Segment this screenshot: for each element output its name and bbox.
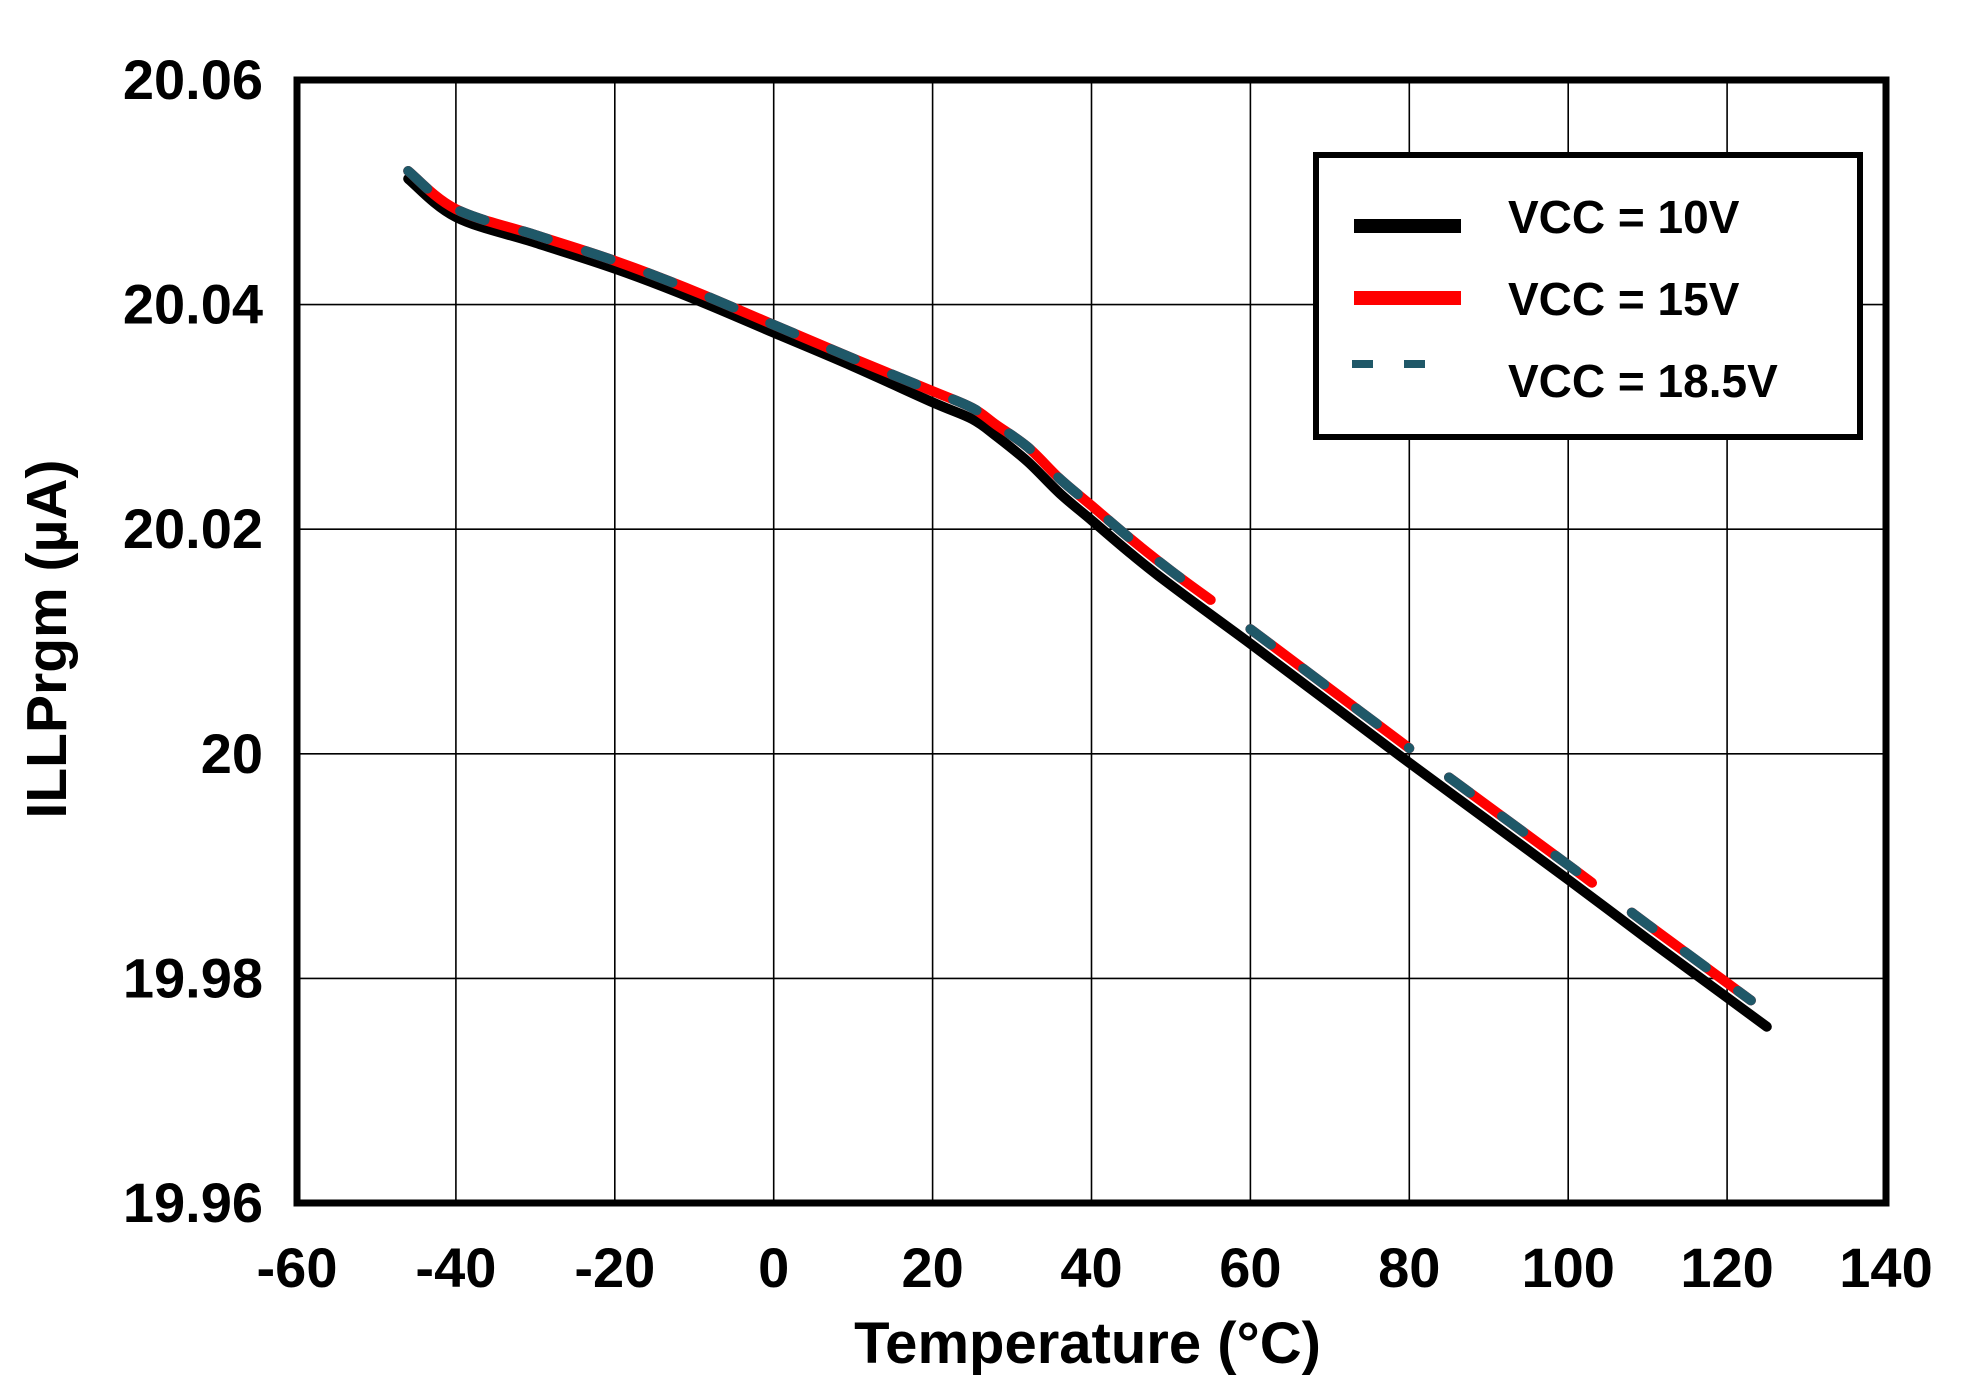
svg-text:60: 60 [1219,1236,1281,1299]
svg-text:Temperature (°C): Temperature (°C) [854,1311,1321,1376]
svg-text:20.06: 20.06 [123,48,263,111]
svg-text:VCC = 15V: VCC = 15V [1508,273,1740,325]
svg-text:-40: -40 [415,1236,496,1299]
svg-text:ILLPrgm (µA): ILLPrgm (µA) [15,460,79,819]
svg-text:120: 120 [1680,1236,1773,1299]
svg-text:40: 40 [1060,1236,1122,1299]
svg-text:19.98: 19.98 [123,946,263,1009]
svg-text:20.04: 20.04 [123,273,263,336]
svg-text:19.96: 19.96 [123,1171,263,1234]
svg-text:100: 100 [1521,1236,1614,1299]
svg-text:20: 20 [201,722,263,785]
svg-text:-20: -20 [574,1236,655,1299]
svg-text:-60: -60 [257,1236,338,1299]
svg-text:VCC = 18.5V: VCC = 18.5V [1508,355,1778,407]
svg-text:0: 0 [758,1236,789,1299]
svg-text:VCC = 10V: VCC = 10V [1508,191,1740,243]
svg-text:140: 140 [1839,1236,1932,1299]
svg-text:80: 80 [1378,1236,1440,1299]
svg-text:20.02: 20.02 [123,497,263,560]
svg-text:20: 20 [901,1236,963,1299]
